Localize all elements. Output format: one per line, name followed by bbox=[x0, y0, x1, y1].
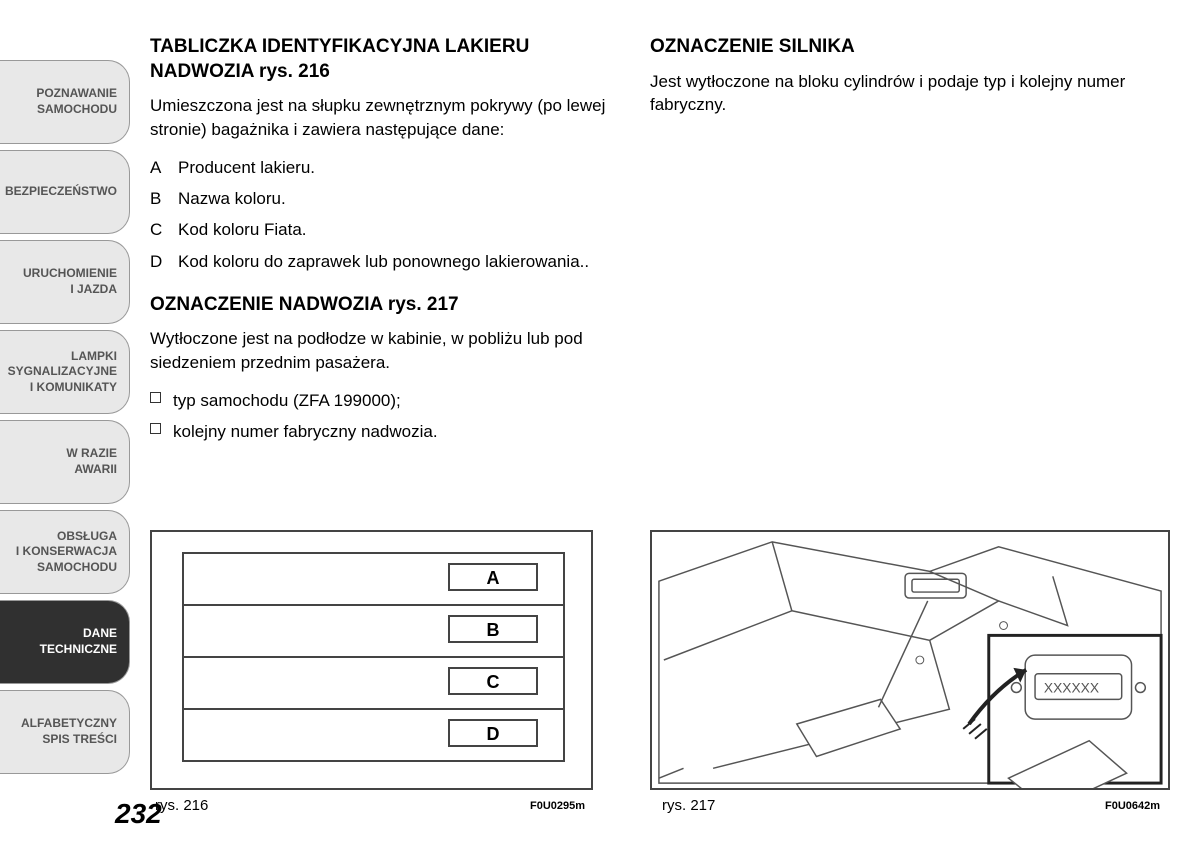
plate-label-a: A bbox=[448, 563, 538, 591]
figure-217: XXXXXX bbox=[650, 530, 1170, 790]
paragraph-tabliczka: Umieszczona jest na słupku zewnętrznym p… bbox=[150, 94, 620, 142]
tab-awarii[interactable]: W RAZIEAWARII bbox=[0, 420, 130, 504]
paragraph-oznaczenie-silnika: Jest wytłoczone na bloku cylindrów i pod… bbox=[650, 70, 1150, 118]
list-item: DKod koloru do zaprawek lub ponownego la… bbox=[150, 248, 620, 275]
column-right: OZNACZENIE SILNIKA Jest wytłoczone na bl… bbox=[650, 35, 1150, 129]
bullet-item: typ samochodu (ZFA 199000); bbox=[150, 387, 620, 414]
page-number: 232 bbox=[115, 798, 162, 830]
tab-spis[interactable]: ALFABETYCZNYSPIS TREŚCI bbox=[0, 690, 130, 774]
figure-216: A B C D bbox=[150, 530, 593, 790]
list-item: CKod koloru Fiata. bbox=[150, 216, 620, 243]
heading-tabliczka: TABLICZKA IDENTYFIKACYJNA LAKIERU NADWOZ… bbox=[150, 35, 620, 84]
tab-bezpieczenstwo[interactable]: BEZPIECZEŃSTWO bbox=[0, 150, 130, 234]
plate-label-d: D bbox=[448, 719, 538, 747]
plate-label-b: B bbox=[448, 615, 538, 643]
tab-obsluga[interactable]: OBSŁUGAI KONSERWACJASAMOCHODU bbox=[0, 510, 130, 594]
paragraph-oznaczenie-nadwozia: Wytłoczone jest na podłodze w kabinie, w… bbox=[150, 327, 620, 375]
stamp-text: XXXXXX bbox=[1044, 680, 1099, 695]
figure-217-svg: XXXXXX bbox=[652, 532, 1168, 788]
plate-label-c: C bbox=[448, 667, 538, 695]
tab-lampki[interactable]: LAMPKISYGNALIZACYJNEI KOMUNIKATY bbox=[0, 330, 130, 414]
heading-oznaczenie-silnika: OZNACZENIE SILNIKA bbox=[650, 35, 1150, 60]
heading-oznaczenie-nadwozia: OZNACZENIE NADWOZIA rys. 217 bbox=[150, 293, 620, 318]
figure-217-caption: rys. 217 bbox=[662, 797, 715, 814]
bullet-item: kolejny numer fabryczny nadwozia. bbox=[150, 418, 620, 445]
sidebar: POZNAWANIESAMOCHODU BEZPIECZEŃSTWO URUCH… bbox=[0, 60, 130, 780]
figure-216-caption: rys. 216 bbox=[155, 797, 208, 814]
column-left: TABLICZKA IDENTYFIKACYJNA LAKIERU NADWOZ… bbox=[150, 35, 620, 449]
list-item: AProducent lakieru. bbox=[150, 154, 620, 181]
list-item: BNazwa koloru. bbox=[150, 185, 620, 212]
figure-216-code: F0U0295m bbox=[530, 800, 585, 812]
tab-poznawanie[interactable]: POZNAWANIESAMOCHODU bbox=[0, 60, 130, 144]
tab-uruchomienie[interactable]: URUCHOMIENIEI JAZDA bbox=[0, 240, 130, 324]
tab-dane-techniczne[interactable]: DANETECHNICZNE bbox=[0, 600, 130, 684]
plate-diagram: A B C D bbox=[182, 552, 565, 762]
figure-217-code: F0U0642m bbox=[1105, 800, 1160, 812]
